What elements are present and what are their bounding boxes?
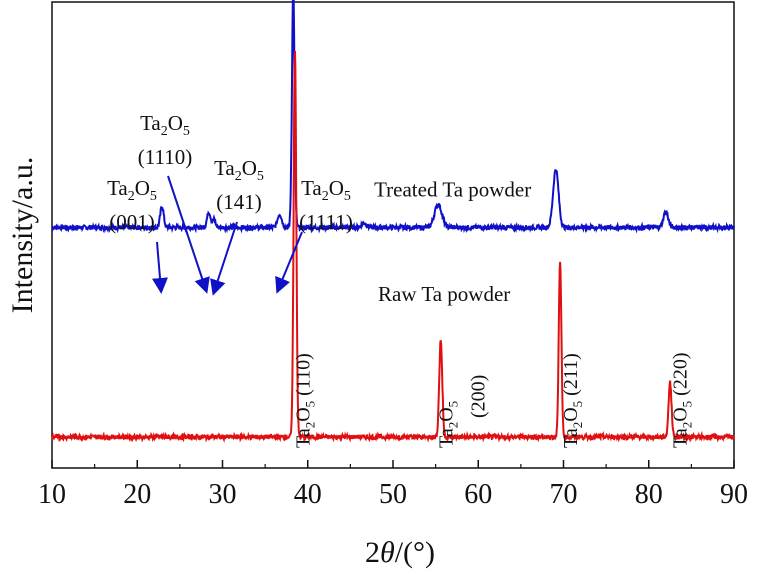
peak-label-part: 2 (679, 422, 694, 429)
annotation-arrow (210, 221, 238, 296)
annotation-hkl: (141) (216, 190, 262, 214)
formula-part: 2 (235, 169, 242, 184)
peak-label-part: 2 (446, 422, 461, 429)
formula-part: Ta (214, 156, 235, 180)
formula-part: 5 (150, 189, 157, 204)
annotation-formula: Ta2O5 (301, 176, 351, 204)
series-label: Treated Ta powder (374, 177, 531, 201)
peak-label-part: 5 (570, 401, 585, 408)
x-tick-label: 60 (464, 479, 492, 510)
formula-part: Ta (140, 111, 161, 135)
series-label: Raw Ta powder (378, 282, 510, 306)
x-tick-label: 40 (294, 479, 322, 510)
xlabel-part: /(°) (395, 536, 435, 569)
peak-label-text: Ta2O5 (436, 401, 461, 448)
x-tick-label: 30 (209, 479, 237, 510)
formula-part: O (242, 156, 257, 180)
xlabel-theta: θ (380, 536, 395, 569)
peak-label-part: O (292, 407, 314, 421)
xlabel-part: 2 (365, 536, 380, 569)
formula-part: O (135, 176, 150, 200)
peak-label: Ta2O5 (220) (669, 353, 694, 448)
x-axis-label: 2θ/(°) (365, 536, 435, 569)
peak-label-text: Ta2O5 (110) (292, 353, 317, 448)
peak-label-part: Ta (669, 428, 691, 448)
formula-part: Ta (107, 176, 128, 200)
x-tick-label: 10 (38, 479, 66, 510)
formula-part: Ta (301, 176, 322, 200)
annotation-arrow (275, 231, 303, 294)
peak-label-hkl: (200) (468, 375, 490, 418)
peak-label-part: Ta (292, 428, 314, 448)
y-axis-label: Intensity/a.u. (6, 157, 39, 314)
peak-label-part: 2 (570, 422, 585, 429)
annotation-formula: Ta2O5 (140, 111, 190, 139)
peak-label-part: Ta (436, 428, 458, 448)
formula-part: 5 (257, 169, 264, 184)
peak-label-part: Ta (560, 428, 582, 448)
x-tick-label: 50 (379, 479, 407, 510)
peak-label-part: 5 (302, 401, 317, 408)
peak-label-part: O (560, 407, 582, 421)
formula-part: 2 (322, 189, 329, 204)
formula-part: 5 (183, 124, 190, 139)
x-tick-label: 20 (123, 479, 151, 510)
annotation-formula: Ta2O5 (214, 156, 264, 184)
peak-label-text: Ta2O5 (220) (669, 353, 694, 448)
annotation-arrow (152, 241, 168, 294)
series-line-0 (51, 0, 735, 234)
annotation-hkl: (1111) (299, 210, 353, 234)
peak-label-part: 2 (302, 422, 317, 429)
formula-part: 2 (128, 189, 135, 204)
x-tick-label: 80 (635, 479, 663, 510)
series-lines (51, 0, 735, 444)
series-line-1 (51, 50, 735, 444)
formula-part: O (168, 111, 183, 135)
formula-part: 5 (344, 189, 351, 204)
peak-label-part: (211) (560, 353, 582, 401)
annotation-hkl: (1110) (138, 145, 192, 169)
plot-frame (51, 1, 735, 469)
x-tick-label: 70 (550, 479, 578, 510)
annotation-arrow (167, 175, 210, 294)
peak-label-part: O (436, 407, 458, 421)
peak-label-text: Ta2O5 (211) (560, 353, 585, 448)
x-axis-ticks: 10 20 30 40 50 60 70 80 90 (38, 460, 748, 510)
formula-part: O (329, 176, 344, 200)
peak-label: Ta2O5 (110) (292, 353, 317, 448)
x-tick-label: 90 (720, 479, 748, 510)
peak-label: Ta2O5 (211) (560, 353, 585, 448)
annotation-formula: Ta2O5 (107, 176, 157, 204)
peak-label-part: 5 (446, 401, 461, 408)
formula-part: 2 (161, 124, 168, 139)
peak-label-part: (110) (292, 353, 314, 401)
peak-label: Ta2O5 (200) (436, 375, 490, 448)
peak-label-part: (220) (669, 353, 691, 401)
peak-label-part: O (669, 407, 691, 421)
annotation-hkl: (001) (109, 210, 155, 234)
peak-label-part: 5 (679, 401, 694, 408)
